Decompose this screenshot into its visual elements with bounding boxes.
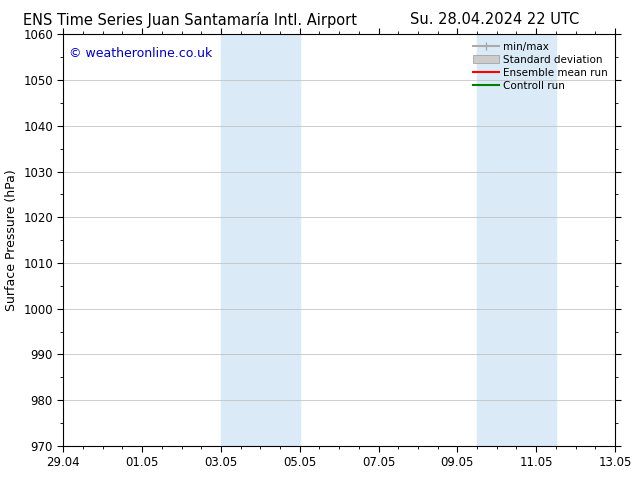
Y-axis label: Surface Pressure (hPa): Surface Pressure (hPa): [4, 169, 18, 311]
Text: © weatheronline.co.uk: © weatheronline.co.uk: [69, 47, 212, 60]
Legend: min/max, Standard deviation, Ensemble mean run, Controll run: min/max, Standard deviation, Ensemble me…: [470, 40, 610, 93]
Bar: [477, 34, 556, 446]
Bar: [221, 34, 300, 446]
Text: ENS Time Series Juan Santamaría Intl. Airport: ENS Time Series Juan Santamaría Intl. Ai…: [23, 12, 357, 28]
Text: Su. 28.04.2024 22 UTC: Su. 28.04.2024 22 UTC: [410, 12, 579, 27]
